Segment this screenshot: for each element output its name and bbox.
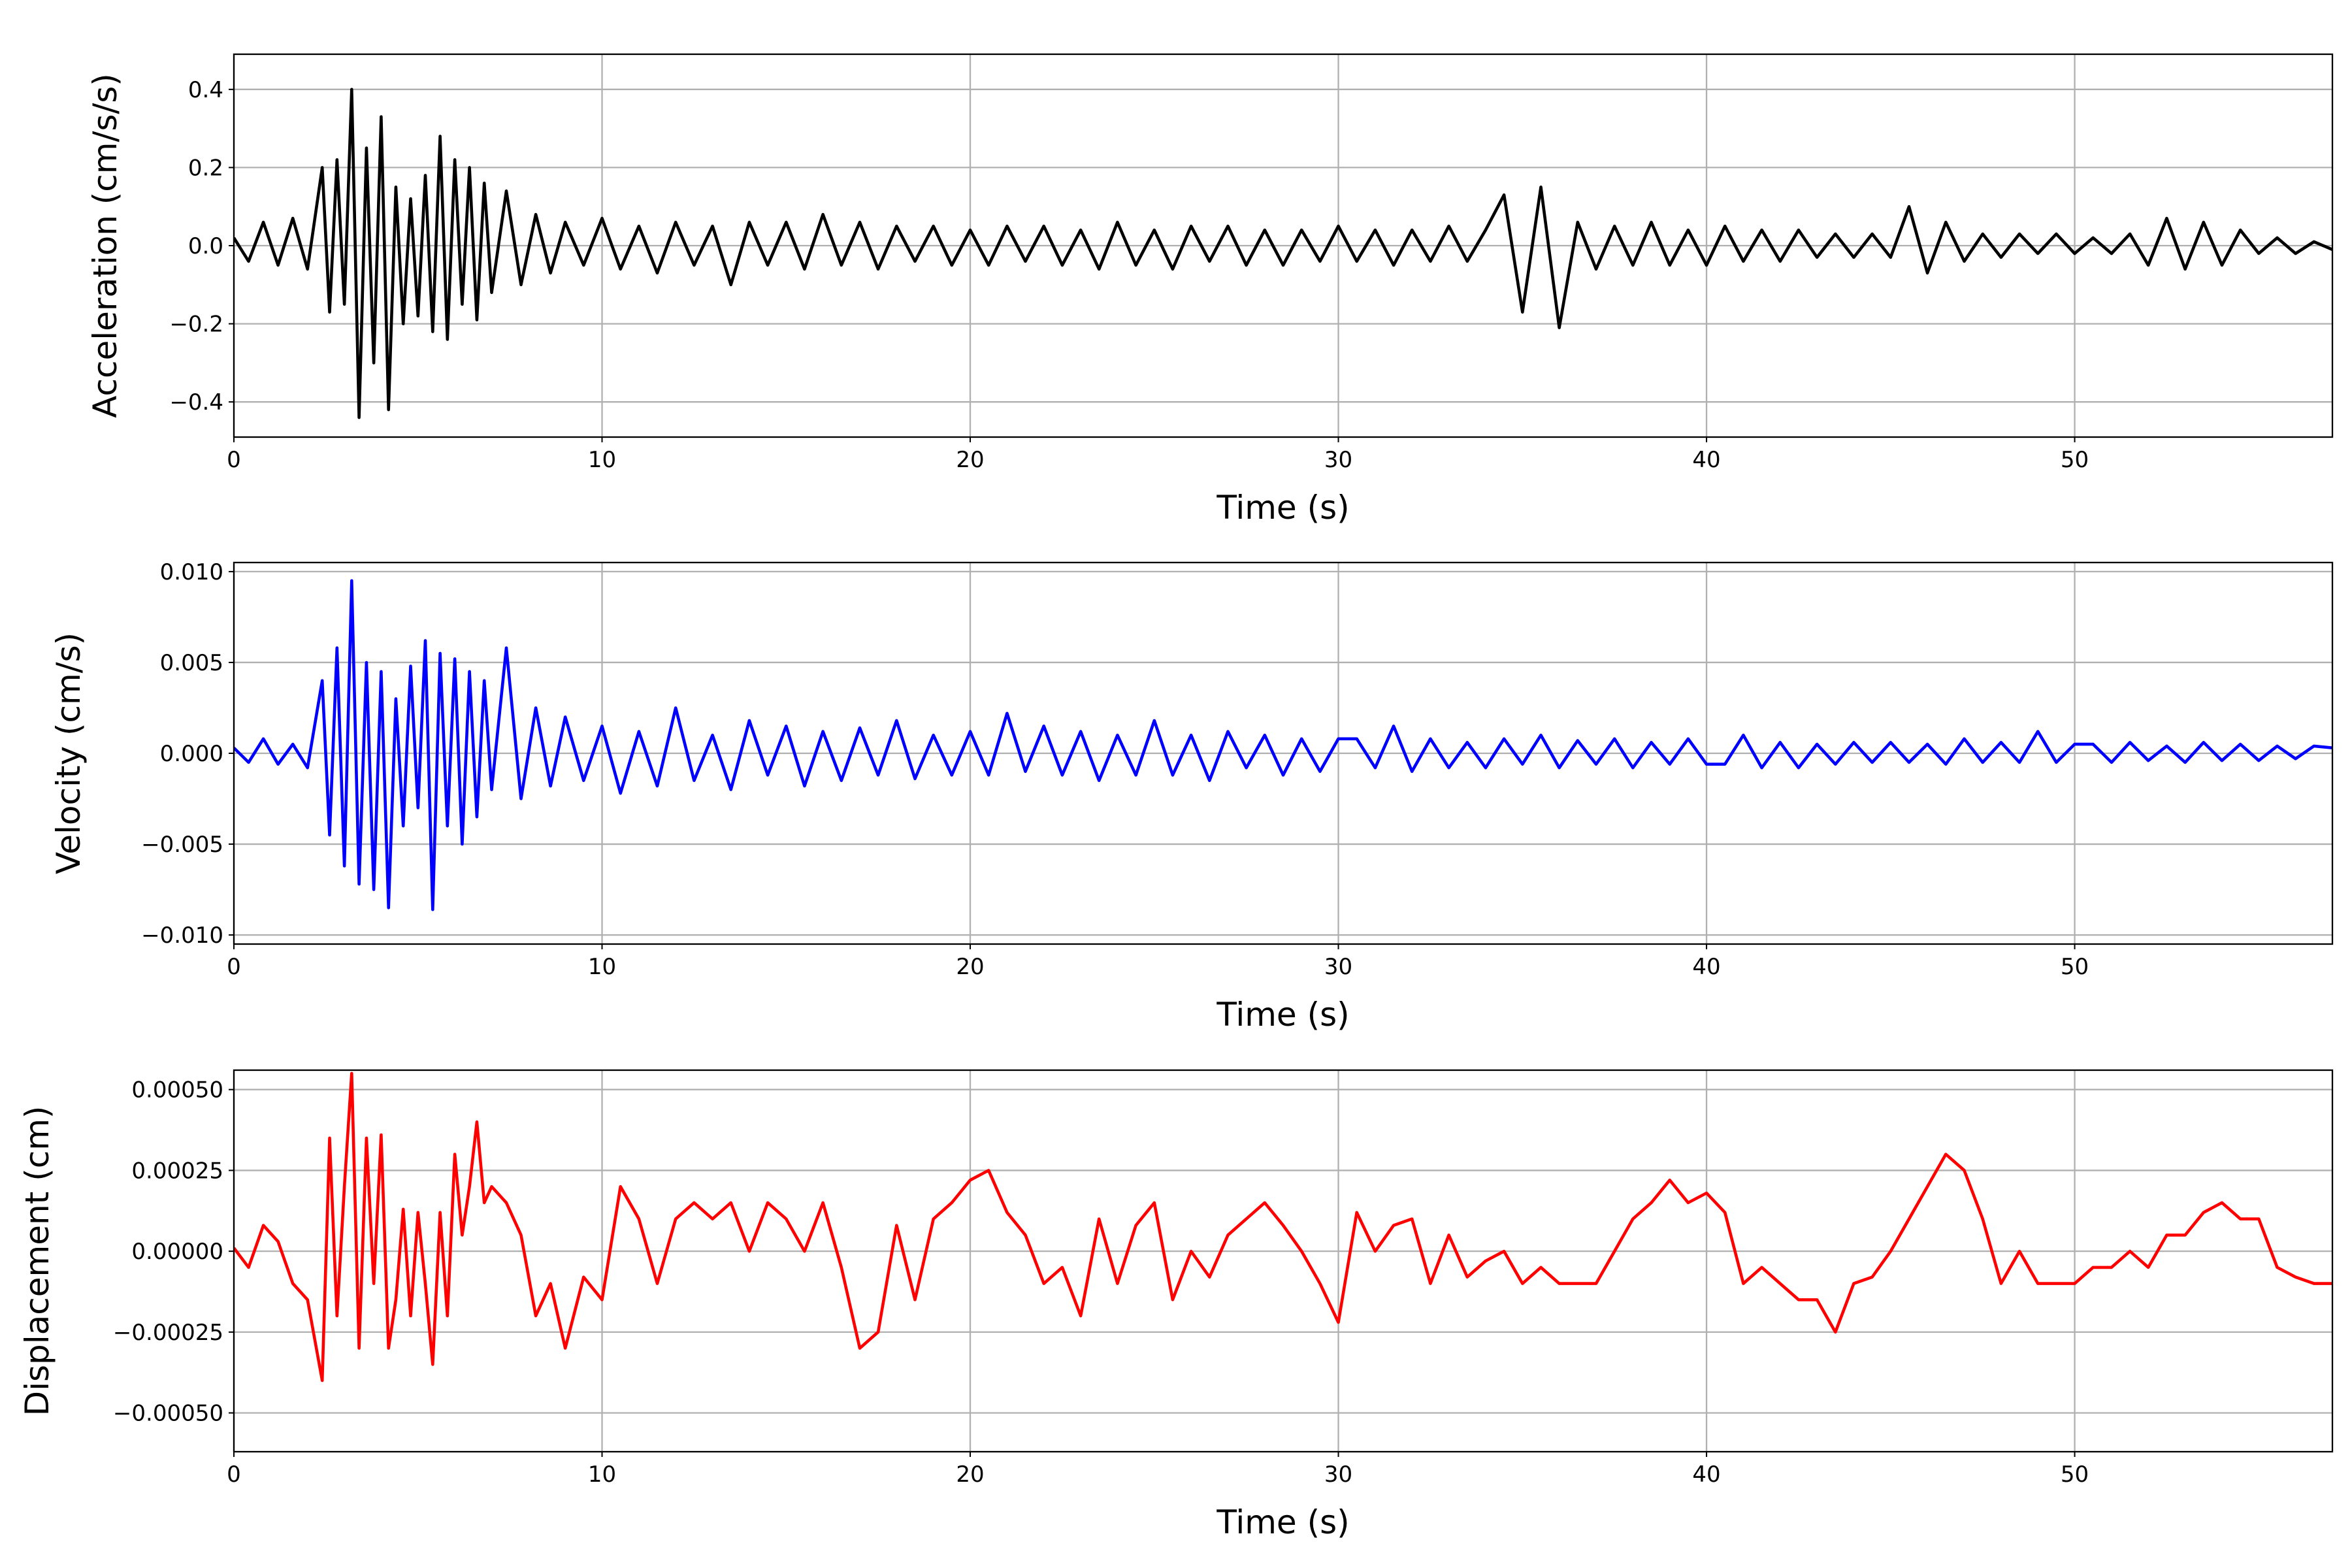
x-tick-label: 10 [588,447,616,473]
x-tick-label: 50 [2061,954,2089,980]
x-axis-label: Time (s) [1216,1503,1349,1541]
y-tick-label: 0.0 [188,233,223,259]
y-tick-label: −0.00050 [113,1401,223,1427]
y-axis-label: Acceleration (cm/s/s) [86,73,124,418]
x-tick-label: 0 [227,954,241,980]
x-tick-label: 30 [1324,954,1352,980]
data-line [234,88,2332,419]
y-tick-label: −0.005 [141,832,223,858]
x-tick-label: 10 [588,1462,616,1488]
axes-frame [233,53,2334,438]
x-tick-label: 50 [2061,447,2089,473]
x-tick-label: 10 [588,954,616,980]
x-tick-label: 40 [1692,954,1720,980]
y-tick-label: 0.00000 [131,1239,223,1265]
x-axis-label: Time (s) [1216,996,1349,1034]
y-tick-label: −0.00025 [113,1320,223,1346]
x-tick-label: 0 [227,1462,241,1488]
y-tick-label: 0.010 [160,559,223,585]
y-tick-label: 0.000 [160,741,223,767]
x-tick-label: 30 [1324,447,1352,473]
y-tick-label: −0.2 [169,312,223,338]
y-tick-label: 0.00025 [131,1158,223,1184]
x-tick-label: 40 [1692,1462,1720,1488]
y-tick-label: 0.2 [188,155,223,181]
data-line [234,579,2332,911]
x-tick-label: 30 [1324,1462,1352,1488]
x-axis-label: Time (s) [1216,489,1349,527]
y-tick-label: −0.4 [169,389,223,416]
y-tick-label: 0.005 [160,650,223,676]
y-tick-label: −0.010 [141,923,223,949]
y-axis-label: Velocity (cm/s) [50,632,88,874]
x-tick-label: 20 [956,1462,984,1488]
x-tick-label: 0 [227,447,241,473]
y-tick-label: 0.00050 [131,1077,223,1103]
axes-frame [233,561,2334,945]
data-line [234,1071,2332,1382]
y-tick-label: 0.4 [188,77,223,103]
x-tick-label: 20 [956,447,984,473]
x-tick-label: 40 [1692,447,1720,473]
x-tick-label: 50 [2061,1462,2089,1488]
axes-frame [233,1069,2334,1453]
plot-area [234,1070,2332,1452]
x-tick-label: 20 [956,954,984,980]
y-axis-label: Displacement (cm) [18,1106,56,1416]
